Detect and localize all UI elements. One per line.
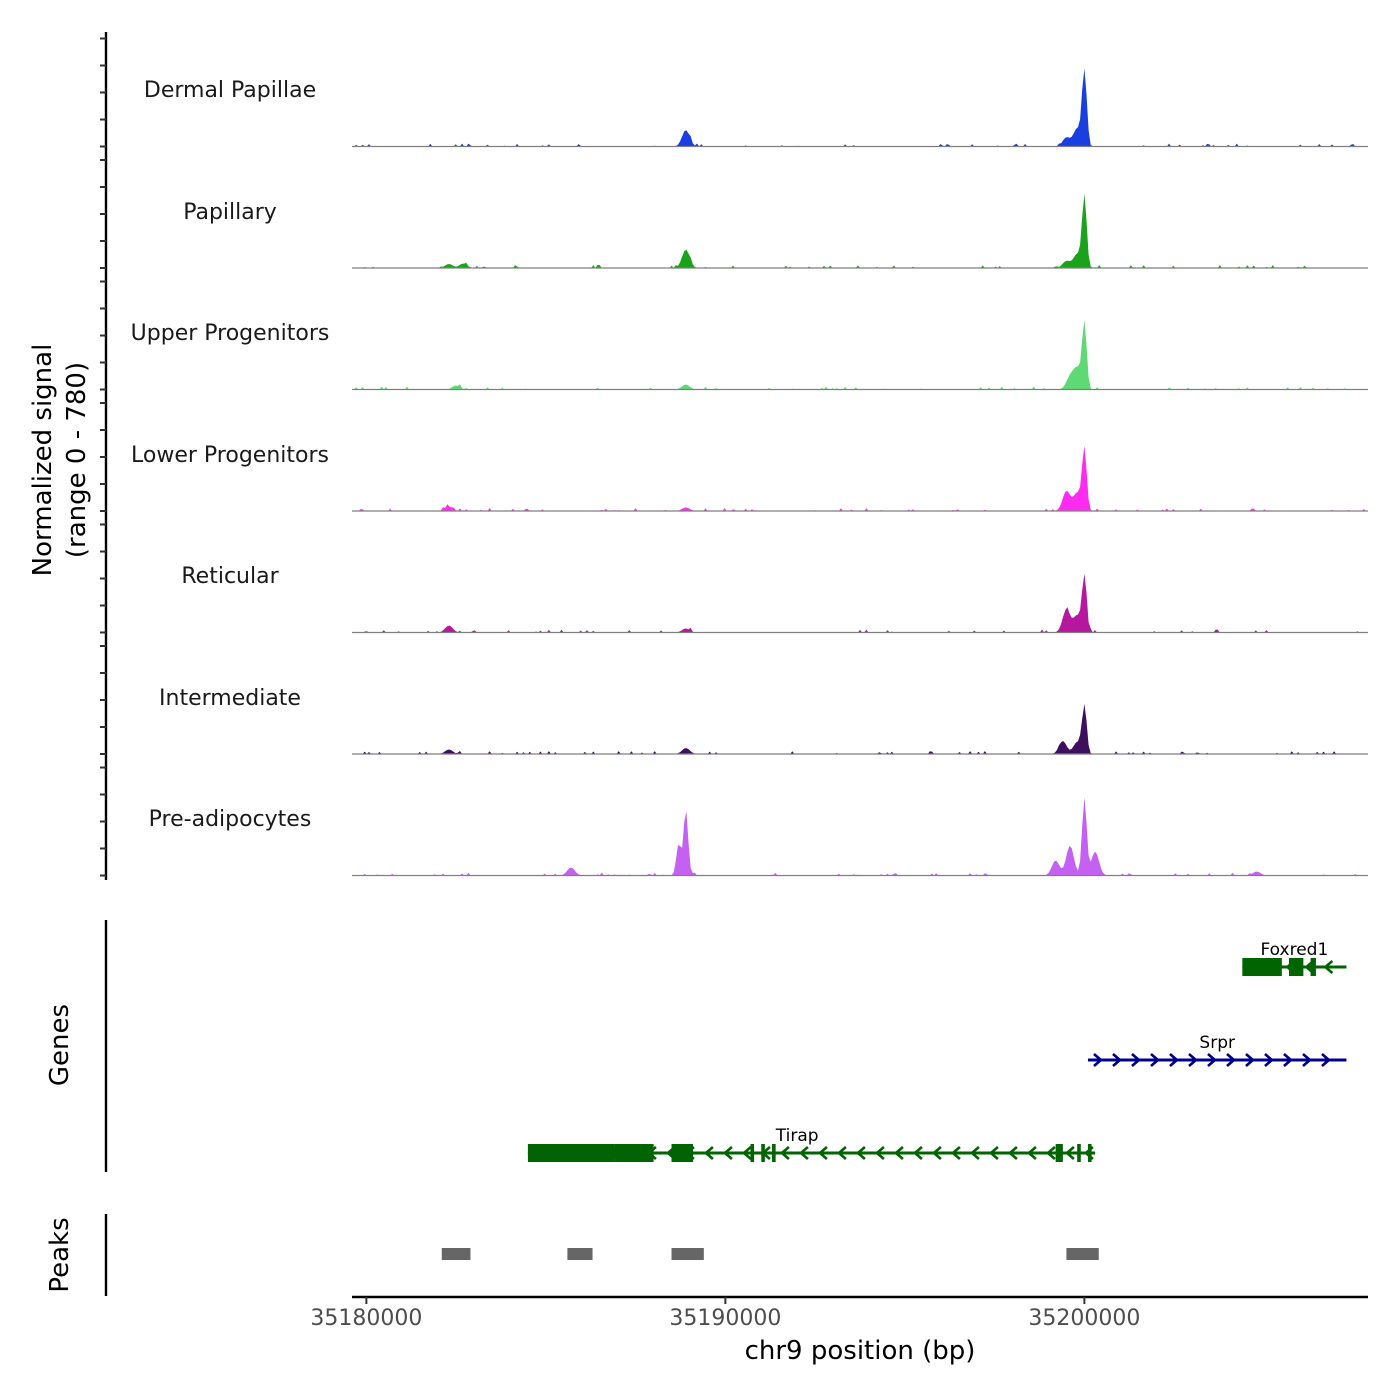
strand-arrow	[1169, 1053, 1179, 1067]
gene-label-foxred1: Foxred1	[1260, 940, 1329, 960]
exon-Tirap-2	[671, 1144, 694, 1162]
exon-Tirap-8	[1087, 1144, 1092, 1162]
x-axis	[352, 1295, 1368, 1304]
peaks-panel	[104, 1214, 1099, 1296]
strand-arrow	[1226, 1053, 1236, 1067]
exon-Foxred1-1	[1289, 958, 1304, 976]
strand-arrow	[779, 1146, 790, 1160]
signal-area-5	[352, 704, 1368, 754]
peak-region-3	[1066, 1248, 1099, 1260]
peak-region-0	[441, 1248, 471, 1260]
strand-arrow	[722, 1146, 733, 1160]
x-tick-label: 35180000	[310, 1306, 423, 1331]
strand-arrow	[893, 1146, 904, 1160]
signal-area-0	[352, 68, 1368, 147]
track-label: Intermediate	[159, 685, 301, 711]
strand-arrow	[1131, 1053, 1141, 1067]
x-tick-label: 35190000	[669, 1306, 782, 1331]
strand-arrow	[703, 1146, 714, 1160]
signal-y-axis	[100, 32, 108, 880]
exon-Tirap-6	[1055, 1144, 1063, 1162]
exon-Tirap-0	[527, 1144, 615, 1162]
track-label: Upper Progenitors	[130, 321, 330, 346]
peak-region-1	[567, 1248, 593, 1260]
signal-y-axis-title-line2: (range 0 - 780)	[62, 361, 92, 559]
genes-axis-title: Genes	[45, 1003, 75, 1087]
strand-arrow	[1007, 1146, 1018, 1160]
strand-arrow	[969, 1146, 980, 1160]
strand-arrow	[1321, 1053, 1331, 1067]
gene-label-srpr: Srpr	[1199, 1033, 1235, 1053]
strand-arrow	[798, 1146, 809, 1160]
strand-arrow	[1026, 1146, 1037, 1160]
strand-arrow	[1245, 1053, 1255, 1067]
strand-arrow	[817, 1146, 828, 1160]
strand-arrow	[1045, 1146, 1056, 1160]
gene-label-tirap: Tirap	[775, 1126, 819, 1146]
exon-Tirap-5	[772, 1144, 776, 1162]
strand-arrow	[1093, 1053, 1103, 1067]
strand-arrow	[1283, 1053, 1293, 1067]
strand-arrow	[1064, 1146, 1075, 1160]
strand-arrow	[741, 1146, 752, 1160]
strand-arrow	[836, 1146, 847, 1160]
exon-Tirap-1	[614, 1144, 654, 1162]
signal-area-4	[352, 573, 1368, 633]
x-tick-label: 35200000	[1028, 1306, 1141, 1331]
signal-y-axis-title-line1: Normalized signal	[28, 343, 58, 577]
strand-arrow	[1264, 1053, 1274, 1067]
strand-arrow	[1150, 1053, 1160, 1067]
exon-Foxred1-0	[1242, 958, 1282, 976]
strand-arrow	[1207, 1053, 1217, 1067]
peaks-axis-title: Peaks	[45, 1217, 75, 1293]
strand-arrow	[1188, 1053, 1198, 1067]
strand-arrow	[931, 1146, 942, 1160]
strand-arrow	[1302, 1053, 1312, 1067]
signal-y-axis-title: Normalized signal (range 0 - 780)	[26, 344, 94, 577]
signal-area-3	[352, 445, 1368, 511]
track-label: Lower Progenitors	[131, 442, 329, 468]
exon-Tirap-3	[750, 1144, 755, 1162]
strand-arrow	[988, 1146, 999, 1160]
exon-Tirap-4	[761, 1144, 765, 1162]
track-label: Reticular	[181, 564, 279, 589]
strand-arrow	[950, 1146, 961, 1160]
track-label: Dermal Papillae	[143, 78, 317, 103]
signal-area-2	[352, 320, 1368, 390]
exon-Foxred1-2	[1310, 958, 1316, 976]
signal-area-6	[352, 797, 1368, 876]
track-label: Papillary	[183, 199, 277, 225]
signal-area-1	[352, 193, 1368, 268]
strand-arrow	[1112, 1053, 1122, 1067]
peak-region-2	[671, 1248, 704, 1260]
x-axis-title: chr9 position (bp)	[744, 1336, 976, 1366]
exon-Tirap-7	[1077, 1144, 1081, 1162]
strand-arrow	[874, 1146, 885, 1160]
track-label: Pre-adipocytes	[148, 807, 312, 832]
genes-panel	[104, 920, 1347, 1172]
signal-tracks	[352, 68, 1368, 877]
strand-arrow	[855, 1146, 866, 1160]
strand-arrow	[912, 1146, 923, 1160]
strand-arrow	[1323, 960, 1334, 974]
